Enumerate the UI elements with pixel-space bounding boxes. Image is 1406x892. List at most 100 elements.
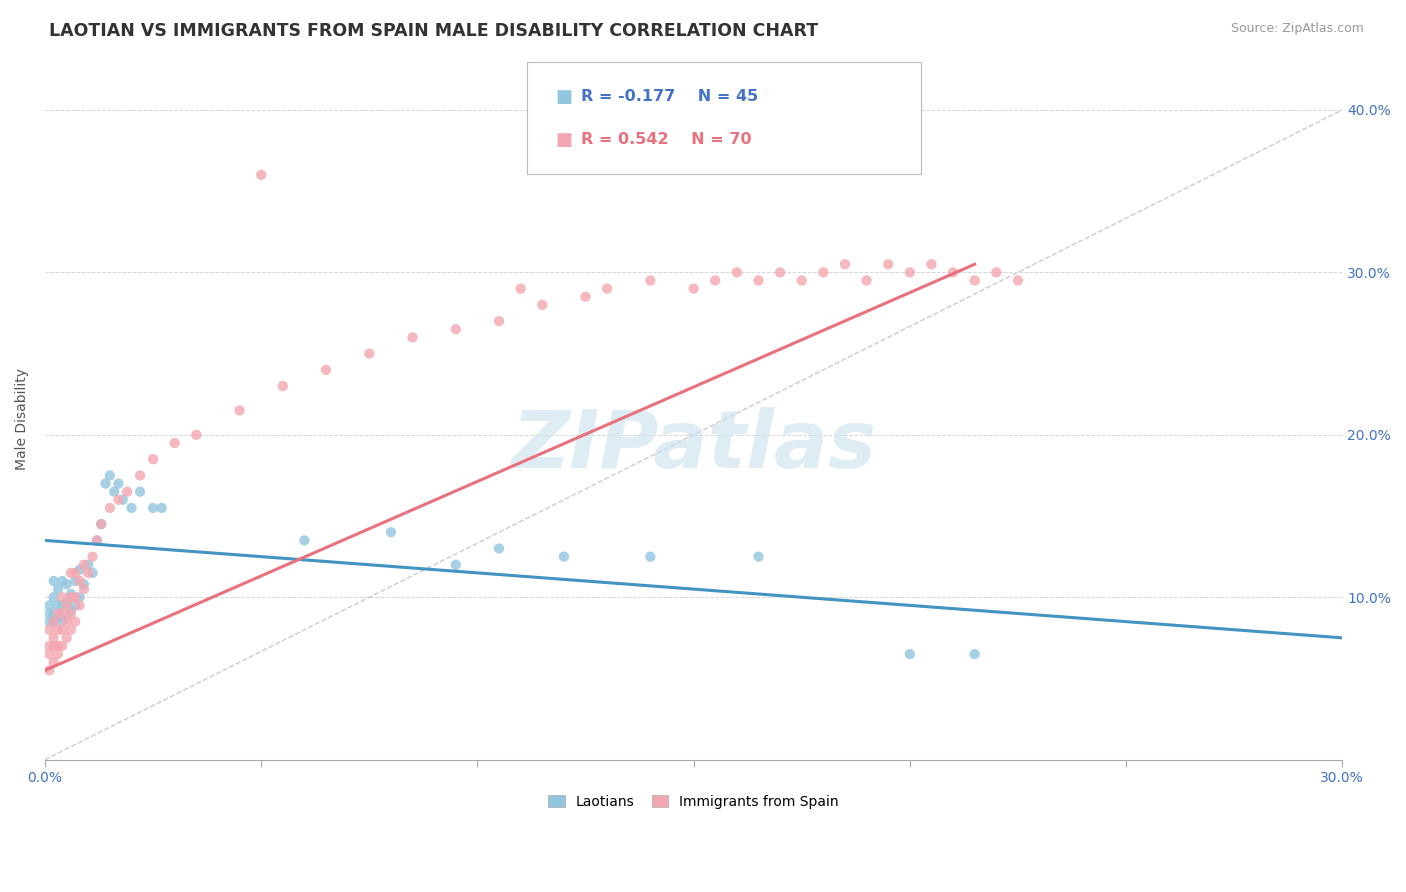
Point <box>877 257 900 271</box>
Point <box>115 484 138 499</box>
Point <box>55 577 77 591</box>
Point <box>59 603 82 617</box>
Point <box>73 558 96 572</box>
Point <box>42 591 65 605</box>
Point <box>69 574 91 588</box>
Point <box>42 615 65 629</box>
Point <box>531 298 554 312</box>
Point <box>898 265 921 279</box>
Point <box>46 647 69 661</box>
Point <box>42 574 65 588</box>
Point <box>963 273 986 287</box>
Point <box>94 476 117 491</box>
Point <box>59 623 82 637</box>
Point <box>51 574 73 588</box>
Point <box>65 574 87 588</box>
Point <box>640 549 662 564</box>
Point <box>294 533 316 548</box>
Point <box>103 484 125 499</box>
Point <box>55 631 77 645</box>
Point <box>682 282 704 296</box>
Point <box>42 615 65 629</box>
Y-axis label: Male Disability: Male Disability <box>15 368 30 469</box>
Point <box>747 549 769 564</box>
Point <box>98 500 121 515</box>
Point <box>59 591 82 605</box>
Point <box>986 265 1008 279</box>
Point <box>488 314 510 328</box>
Point <box>59 587 82 601</box>
Point <box>38 607 60 621</box>
Point <box>90 517 112 532</box>
Point <box>59 607 82 621</box>
Point <box>65 591 87 605</box>
Point <box>107 492 129 507</box>
Point <box>359 346 381 360</box>
Point <box>142 500 165 515</box>
Text: ■: ■ <box>555 87 572 105</box>
Text: ZIPatlas: ZIPatlas <box>512 407 876 485</box>
Point <box>51 599 73 613</box>
Point <box>163 436 186 450</box>
Point <box>73 577 96 591</box>
Point <box>46 607 69 621</box>
Point <box>51 615 73 629</box>
Point <box>186 427 208 442</box>
Point <box>69 591 91 605</box>
Point <box>488 541 510 556</box>
Text: ■: ■ <box>555 131 572 149</box>
Text: R = 0.542    N = 70: R = 0.542 N = 70 <box>581 132 751 147</box>
Point <box>380 525 402 540</box>
Text: R = -0.177    N = 45: R = -0.177 N = 45 <box>581 89 758 104</box>
Point <box>77 566 100 580</box>
Point <box>898 647 921 661</box>
Point <box>120 500 142 515</box>
Point <box>46 623 69 637</box>
Point <box>813 265 835 279</box>
Point <box>150 500 173 515</box>
Point <box>55 595 77 609</box>
Point <box>82 549 104 564</box>
Point <box>86 533 108 548</box>
Point <box>250 168 273 182</box>
Point <box>55 599 77 613</box>
Point <box>69 599 91 613</box>
Point <box>129 484 152 499</box>
Point <box>315 363 337 377</box>
Point <box>920 257 942 271</box>
Point <box>46 599 69 613</box>
Point <box>42 631 65 645</box>
Point <box>82 566 104 580</box>
Point <box>59 566 82 580</box>
Point <box>640 273 662 287</box>
Point <box>444 322 467 336</box>
Point <box>704 273 727 287</box>
Point <box>855 273 877 287</box>
Point <box>509 282 531 296</box>
Point <box>42 639 65 653</box>
Point <box>769 265 792 279</box>
Point <box>65 599 87 613</box>
Point <box>444 558 467 572</box>
Point <box>401 330 423 344</box>
Point <box>129 468 152 483</box>
Point <box>142 452 165 467</box>
Text: Source: ZipAtlas.com: Source: ZipAtlas.com <box>1230 22 1364 36</box>
Point <box>55 615 77 629</box>
Point <box>38 599 60 613</box>
Text: LAOTIAN VS IMMIGRANTS FROM SPAIN MALE DISABILITY CORRELATION CHART: LAOTIAN VS IMMIGRANTS FROM SPAIN MALE DI… <box>49 22 818 40</box>
Point <box>107 476 129 491</box>
Point <box>51 591 73 605</box>
Point <box>942 265 965 279</box>
Point <box>790 273 813 287</box>
Point <box>98 468 121 483</box>
Point <box>747 273 769 287</box>
Point <box>963 647 986 661</box>
Point <box>65 566 87 580</box>
Point <box>42 655 65 669</box>
Point <box>77 558 100 572</box>
Point <box>46 609 69 624</box>
Point <box>38 615 60 629</box>
Point <box>65 615 87 629</box>
Point <box>38 664 60 678</box>
